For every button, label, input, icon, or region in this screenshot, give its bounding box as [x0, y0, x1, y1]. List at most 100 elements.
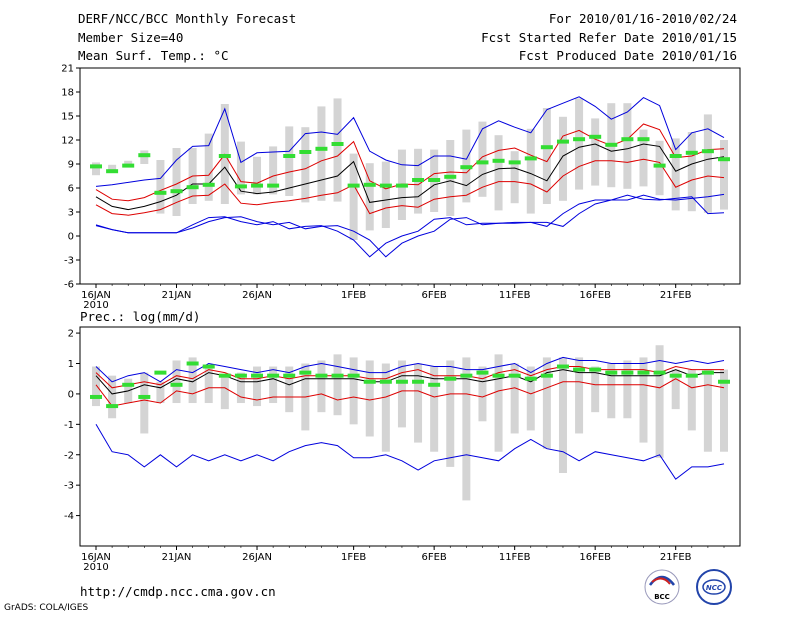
climate-marker	[234, 373, 247, 378]
x-tick-label: 11FEB	[499, 552, 531, 563]
climate-marker	[556, 364, 569, 369]
climate-marker	[122, 382, 135, 387]
x-tick-label: 26JAN	[242, 290, 272, 301]
x-tick-label: 11FEB	[499, 290, 531, 301]
climate-marker	[428, 178, 441, 182]
spread-bar	[687, 132, 696, 212]
forecast-period: For 2010/01/16-2010/02/24	[548, 11, 737, 26]
climate-marker	[669, 154, 682, 158]
chart-title: DERF/NCC/BCC Monthly Forecast	[78, 11, 297, 26]
spread-bar	[720, 369, 728, 452]
y-tick-label: 6	[68, 184, 74, 195]
spread-bar	[317, 106, 326, 201]
climate-marker	[508, 373, 521, 378]
spread-bar	[430, 366, 439, 452]
climate-marker	[315, 373, 328, 378]
y-tick-label: 3	[68, 208, 74, 219]
spread-bar	[671, 138, 680, 211]
spread-bar	[558, 116, 567, 201]
spread-bar	[703, 114, 712, 213]
series-line-mean	[95, 369, 724, 395]
climate-marker	[653, 163, 666, 168]
y-tick-label: -6	[64, 280, 74, 291]
x-tick-label: 16JAN	[81, 290, 111, 301]
climate-marker	[202, 182, 215, 187]
climate-marker	[653, 370, 666, 375]
climate-marker	[573, 137, 586, 142]
spread-bar	[478, 366, 487, 422]
y-tick-label: -2	[64, 450, 74, 461]
climate-marker	[299, 150, 312, 154]
y-tick-label: -4	[64, 511, 74, 522]
y-tick-label: -3	[64, 481, 74, 492]
plot-frame	[79, 326, 741, 547]
climate-marker	[251, 373, 264, 378]
x-tick-label: 1FEB	[341, 290, 366, 301]
climate-marker	[395, 183, 408, 188]
climate-marker	[492, 373, 505, 378]
series-line-min	[95, 424, 725, 480]
spread-bar	[397, 360, 406, 428]
climate-marker	[476, 160, 489, 165]
spread-bar	[333, 98, 342, 202]
climate-marker	[685, 373, 698, 378]
climate-marker	[573, 367, 586, 372]
spread-bar	[558, 357, 567, 473]
spread-bar	[204, 366, 213, 404]
spread-bar	[462, 357, 471, 501]
x-tick-label: 16FEB	[579, 552, 611, 563]
spread-bar	[575, 357, 584, 434]
spread-bar	[639, 129, 648, 187]
climate-marker	[412, 178, 425, 182]
spread-bar	[591, 118, 600, 186]
climate-marker	[524, 156, 537, 161]
x-tick-label: 21FEB	[660, 290, 692, 301]
climate-marker	[444, 376, 457, 381]
spread-bar	[156, 160, 165, 214]
series-line-lower-quartile	[95, 158, 725, 216]
climate-marker	[379, 379, 392, 384]
source-url[interactable]: http://cmdp.ncc.cma.gov.cn	[80, 584, 276, 599]
spread-bar	[623, 103, 632, 189]
spread-bar	[446, 360, 455, 467]
spread-bar	[253, 366, 262, 407]
spread-bar	[414, 363, 423, 443]
climate-marker	[122, 163, 135, 168]
climate-marker	[299, 370, 312, 375]
spread-bar	[671, 369, 680, 410]
grads-credit: GrADS: COLA/IGES	[4, 603, 89, 613]
climate-marker	[395, 379, 408, 384]
year-label: 2010	[83, 300, 108, 311]
spread-bar	[720, 140, 728, 210]
climate-marker	[718, 157, 730, 162]
bcc-logo: BCC	[644, 569, 680, 605]
y-tick-label: 9	[68, 160, 74, 171]
spread-bar	[285, 126, 294, 196]
climate-marker	[524, 376, 537, 381]
start-date: Fcst Started Refer Date 2010/01/15	[481, 30, 737, 45]
y-tick-label: 21	[61, 64, 74, 75]
climate-marker	[540, 373, 553, 378]
spread-bar	[172, 360, 181, 404]
y-tick-label: 15	[61, 112, 74, 123]
climate-marker	[90, 394, 102, 399]
climate-marker	[267, 373, 280, 378]
y-tick-label: 18	[61, 88, 74, 99]
climate-marker	[540, 145, 553, 150]
spread-bar	[526, 128, 535, 214]
spread-bar	[140, 372, 149, 434]
produced-date: Fcst Produced Date 2010/01/16	[518, 48, 737, 63]
x-tick-label: 21FEB	[660, 552, 692, 563]
climate-marker	[90, 164, 102, 169]
series-line-mean	[95, 143, 725, 211]
spread-bar	[575, 98, 584, 190]
spread-bar	[317, 360, 326, 413]
spread-bar	[687, 369, 696, 431]
climate-marker	[476, 370, 489, 375]
spread-bar	[526, 366, 535, 431]
bcc-logo-text: BCC	[654, 593, 670, 601]
spread-bar	[92, 162, 100, 176]
spread-bar	[349, 153, 358, 240]
spread-bar	[92, 366, 100, 407]
climate-marker	[621, 137, 634, 142]
